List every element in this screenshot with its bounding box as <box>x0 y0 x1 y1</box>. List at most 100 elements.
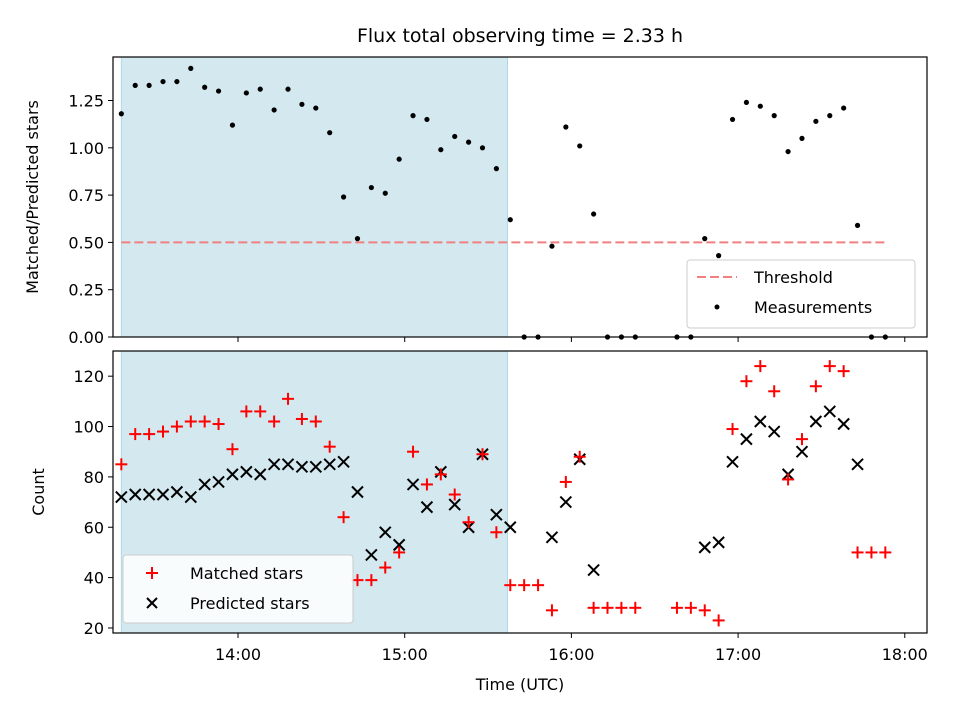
measurement-point <box>799 135 805 141</box>
measurement-point <box>716 253 722 259</box>
matched-stars-point <box>559 475 572 488</box>
x-axis-label: Time (UTC) <box>475 675 564 694</box>
predicted-stars-point <box>142 488 156 501</box>
matched-stars-point <box>282 392 295 405</box>
measurement-point <box>452 133 458 140</box>
predicted-x-stroke <box>295 460 309 474</box>
predicted-x-stroke <box>406 478 420 491</box>
matched-stars-point <box>198 415 211 428</box>
y-tick-label: 0.50 <box>68 233 104 252</box>
predicted-x-stroke <box>267 458 281 471</box>
matched-stars-point <box>768 385 781 398</box>
matched-stars-point <box>573 450 586 463</box>
bottom-y-axis-label: Count <box>29 468 48 516</box>
matched-stars-point <box>212 418 225 431</box>
predicted-stars-point <box>726 455 739 468</box>
chart-title: Flux total observing time = 2.33 h <box>357 25 683 47</box>
predicted-x-stroke <box>254 468 267 481</box>
matched-stars-point <box>587 601 600 614</box>
predicted-stars-point <box>198 478 211 491</box>
predicted-x-stroke <box>323 458 336 471</box>
bottom-markers <box>115 360 892 627</box>
matched-stars-point <box>823 360 836 373</box>
matched-stars-point <box>184 415 197 428</box>
predicted-x-stroke <box>754 415 767 428</box>
x-tick-label: 18:00 <box>882 645 928 664</box>
y-tick-label: 100 <box>73 418 104 437</box>
predicted-x-stroke <box>712 536 725 549</box>
predicted-stars-point <box>587 563 600 577</box>
predicted-stars-point <box>379 526 392 539</box>
matched-stars-point <box>393 546 406 559</box>
measurement-point <box>729 116 736 123</box>
predicted-x-stroke <box>851 458 864 471</box>
measurement-point <box>507 217 513 223</box>
predicted-stars-point <box>254 468 267 481</box>
predicted-stars-point <box>823 405 836 418</box>
measurement-point <box>410 113 416 119</box>
measurement-point <box>257 86 263 92</box>
legend-matched-swatch <box>146 567 158 579</box>
measurement-point <box>229 122 236 128</box>
predicted-stars-point <box>420 500 434 514</box>
predicted-stars-point <box>851 458 864 471</box>
matched-stars-point <box>407 445 420 458</box>
y-tick-label: 1.00 <box>68 139 104 158</box>
matched-stars-point <box>629 601 642 614</box>
matched-stars-point <box>254 405 267 418</box>
predicted-x-stroke <box>170 485 184 499</box>
predicted-x-stroke <box>129 488 142 501</box>
legend-predicted-swatch <box>146 597 158 609</box>
matched-stars-point <box>268 415 281 428</box>
measurement-point <box>757 103 763 109</box>
predicted-x-stroke <box>420 500 434 514</box>
matched-stars-point <box>143 428 156 441</box>
matched-stars-point <box>837 365 850 378</box>
measurement-point <box>785 148 791 155</box>
predicted-stars-point <box>115 490 128 504</box>
bottom-plot-frame <box>112 350 928 634</box>
measurement-point <box>493 166 499 172</box>
measurement-point <box>382 190 388 196</box>
matched-stars-point <box>379 561 392 574</box>
legend-measurements-swatch <box>714 304 720 310</box>
matched-stars-point <box>865 546 878 559</box>
measurement-point <box>466 139 472 145</box>
matched-stars-point <box>504 579 517 592</box>
matched-stars-point <box>809 380 822 393</box>
y-tick-label: 20 <box>84 619 104 638</box>
predicted-stars-point <box>754 415 767 428</box>
measurement-point <box>174 78 180 85</box>
measurement-point <box>188 65 194 71</box>
matched-stars-point <box>726 423 739 436</box>
measurement-point <box>591 211 597 217</box>
predicted-stars-point <box>156 488 170 501</box>
matched-stars-point <box>782 473 795 486</box>
top-shaded-region <box>120 56 508 338</box>
predicted-x-stroke <box>545 531 559 544</box>
predicted-stars-point <box>351 485 364 499</box>
matched-stars-point <box>851 546 864 559</box>
predicted-stars-point <box>323 458 336 471</box>
y-tick-label: 60 <box>84 518 104 537</box>
predicted-x-stroke <box>115 490 128 504</box>
predicted-stars-point <box>837 417 850 431</box>
measurement-point <box>146 82 152 88</box>
matched-stars-point <box>240 405 253 418</box>
matched-stars-point <box>476 448 489 461</box>
measurement-point <box>132 82 138 88</box>
predicted-stars-point <box>392 538 406 552</box>
predicted-stars-point <box>809 415 823 428</box>
bottom-legend: Matched stars Predicted stars <box>122 554 354 624</box>
predicted-stars-point <box>767 425 781 438</box>
matched-stars-point <box>448 488 461 501</box>
y-tick-label: 120 <box>73 367 104 386</box>
top-legend-box <box>686 259 916 329</box>
measurement-point <box>215 88 222 94</box>
legend-threshold-label: Threshold <box>753 268 833 287</box>
matched-stars-point <box>670 601 683 614</box>
y-tick-label: 80 <box>84 468 104 487</box>
top-legend: Threshold Measurements <box>686 259 916 329</box>
